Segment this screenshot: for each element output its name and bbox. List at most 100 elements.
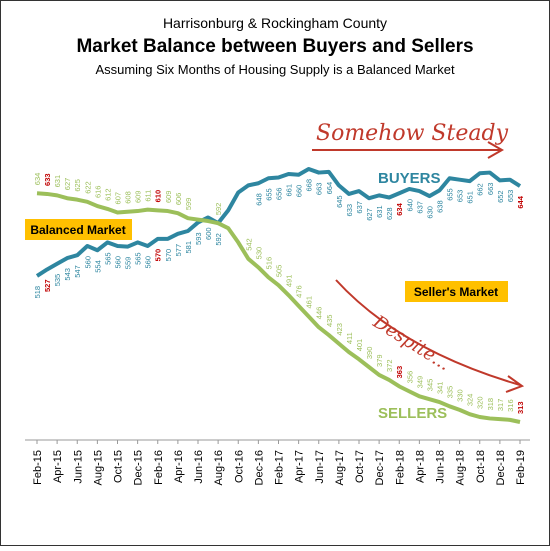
data-label: 607 (114, 192, 123, 205)
data-label: 356 (405, 371, 414, 384)
data-label: 609 (134, 191, 143, 204)
data-label: 527 (43, 279, 52, 292)
data-label: 611 (144, 190, 153, 202)
data-label: 630 (425, 206, 434, 219)
data-label: 317 (496, 399, 505, 412)
x-tick-label: Dec-17 (374, 450, 386, 485)
x-tick-label: Jun-18 (435, 450, 447, 484)
x-tick-label: Apr-17 (294, 450, 306, 483)
data-label: 324 (466, 394, 475, 407)
data-label: 656 (275, 188, 284, 201)
data-label: 627 (63, 178, 72, 191)
x-tick-label: Feb-17 (274, 450, 286, 485)
data-label: 435 (325, 315, 334, 328)
data-label: 335 (446, 386, 455, 399)
data-label: 446 (315, 307, 324, 320)
data-label: 320 (476, 396, 485, 409)
data-label: 313 (516, 401, 525, 414)
x-tick-label: Aug-16 (213, 450, 225, 485)
legend-label: SELLERS (378, 405, 447, 422)
data-label: 554 (93, 260, 102, 273)
data-label: 543 (63, 268, 72, 281)
data-label: 644 (516, 195, 525, 208)
data-label: 634 (395, 202, 404, 215)
x-tick-label: Dec-16 (253, 450, 265, 485)
x-tick-label: Feb-18 (394, 450, 406, 485)
data-label: 581 (184, 241, 193, 254)
data-label: 411 (345, 332, 354, 344)
x-tick-label: Dec-15 (133, 450, 145, 485)
data-label: 637 (355, 201, 364, 214)
x-tick-label: Jun-16 (193, 450, 205, 484)
data-label: 609 (164, 191, 173, 204)
data-label: 637 (415, 201, 424, 214)
chart-title: Market Balance between Buyers and Seller… (76, 36, 473, 57)
data-label: 341 (436, 382, 445, 395)
data-label: 547 (73, 265, 82, 278)
x-tick-label: Feb-15 (32, 450, 44, 485)
data-label: 535 (53, 274, 62, 287)
series-line (36, 191, 521, 424)
data-label: 505 (275, 265, 284, 278)
x-tick-label: Feb-19 (515, 450, 527, 485)
data-label: 372 (385, 359, 394, 372)
data-label: 606 (174, 193, 183, 206)
data-label: 661 (285, 184, 294, 197)
x-tick-label: Oct-17 (354, 450, 366, 483)
data-label: 600 (204, 227, 213, 240)
data-label: 653 (456, 190, 465, 203)
data-label: 640 (405, 199, 414, 212)
data-label: 565 (103, 252, 112, 265)
data-label: 593 (194, 232, 203, 245)
x-tick-label: Oct-15 (113, 450, 125, 483)
box (405, 281, 508, 302)
data-label: 612 (103, 188, 112, 201)
data-label: 592 (214, 203, 223, 216)
data-label: 668 (305, 179, 314, 192)
data-label: 664 (325, 182, 334, 195)
x-tick-label: Aug-18 (455, 450, 467, 485)
x-tick-label: Aug-17 (334, 450, 346, 485)
series-line (35, 167, 522, 278)
x-tick-label: Apr-16 (173, 450, 185, 483)
data-label: 530 (254, 247, 263, 260)
data-label: 330 (456, 389, 465, 402)
data-label: 565 (134, 252, 143, 265)
data-label: 491 (285, 275, 294, 288)
data-label: 560 (144, 256, 153, 269)
x-tick-label: Oct-18 (475, 450, 487, 483)
annotation: Seller's Market (414, 285, 498, 299)
data-label: 316 (506, 399, 515, 412)
data-label: 349 (415, 376, 424, 389)
annotation: Somehow Steady (316, 121, 509, 146)
data-label: 653 (506, 190, 515, 203)
data-label: 627 (365, 208, 374, 221)
data-label: 363 (395, 366, 404, 379)
data-label: 628 (385, 208, 394, 221)
data-label: 559 (124, 257, 133, 270)
x-tick-label: Jun-17 (314, 450, 326, 484)
x-tick-label: Apr-18 (414, 450, 426, 483)
data-label: 655 (264, 188, 273, 201)
data-label: 633 (345, 204, 354, 217)
x-tick-label: Aug-15 (92, 450, 104, 485)
data-label: 560 (114, 256, 123, 269)
data-label: 652 (496, 190, 505, 203)
data-label: 379 (375, 354, 384, 367)
data-label: 570 (154, 249, 163, 262)
data-label: 633 (43, 173, 52, 186)
data-label: 660 (295, 185, 304, 198)
data-label: 616 (93, 186, 102, 199)
data-label: 401 (355, 339, 364, 352)
data-label: 577 (174, 244, 183, 257)
data-label: 662 (476, 183, 485, 196)
x-tick-label: Feb-16 (153, 450, 165, 485)
x-tick-label: Oct-16 (233, 450, 245, 483)
data-label: 345 (425, 379, 434, 392)
data-label: 663 (486, 183, 495, 196)
data-label: 599 (184, 198, 193, 211)
data-label: 542 (244, 238, 253, 251)
data-label: 390 (365, 347, 374, 360)
